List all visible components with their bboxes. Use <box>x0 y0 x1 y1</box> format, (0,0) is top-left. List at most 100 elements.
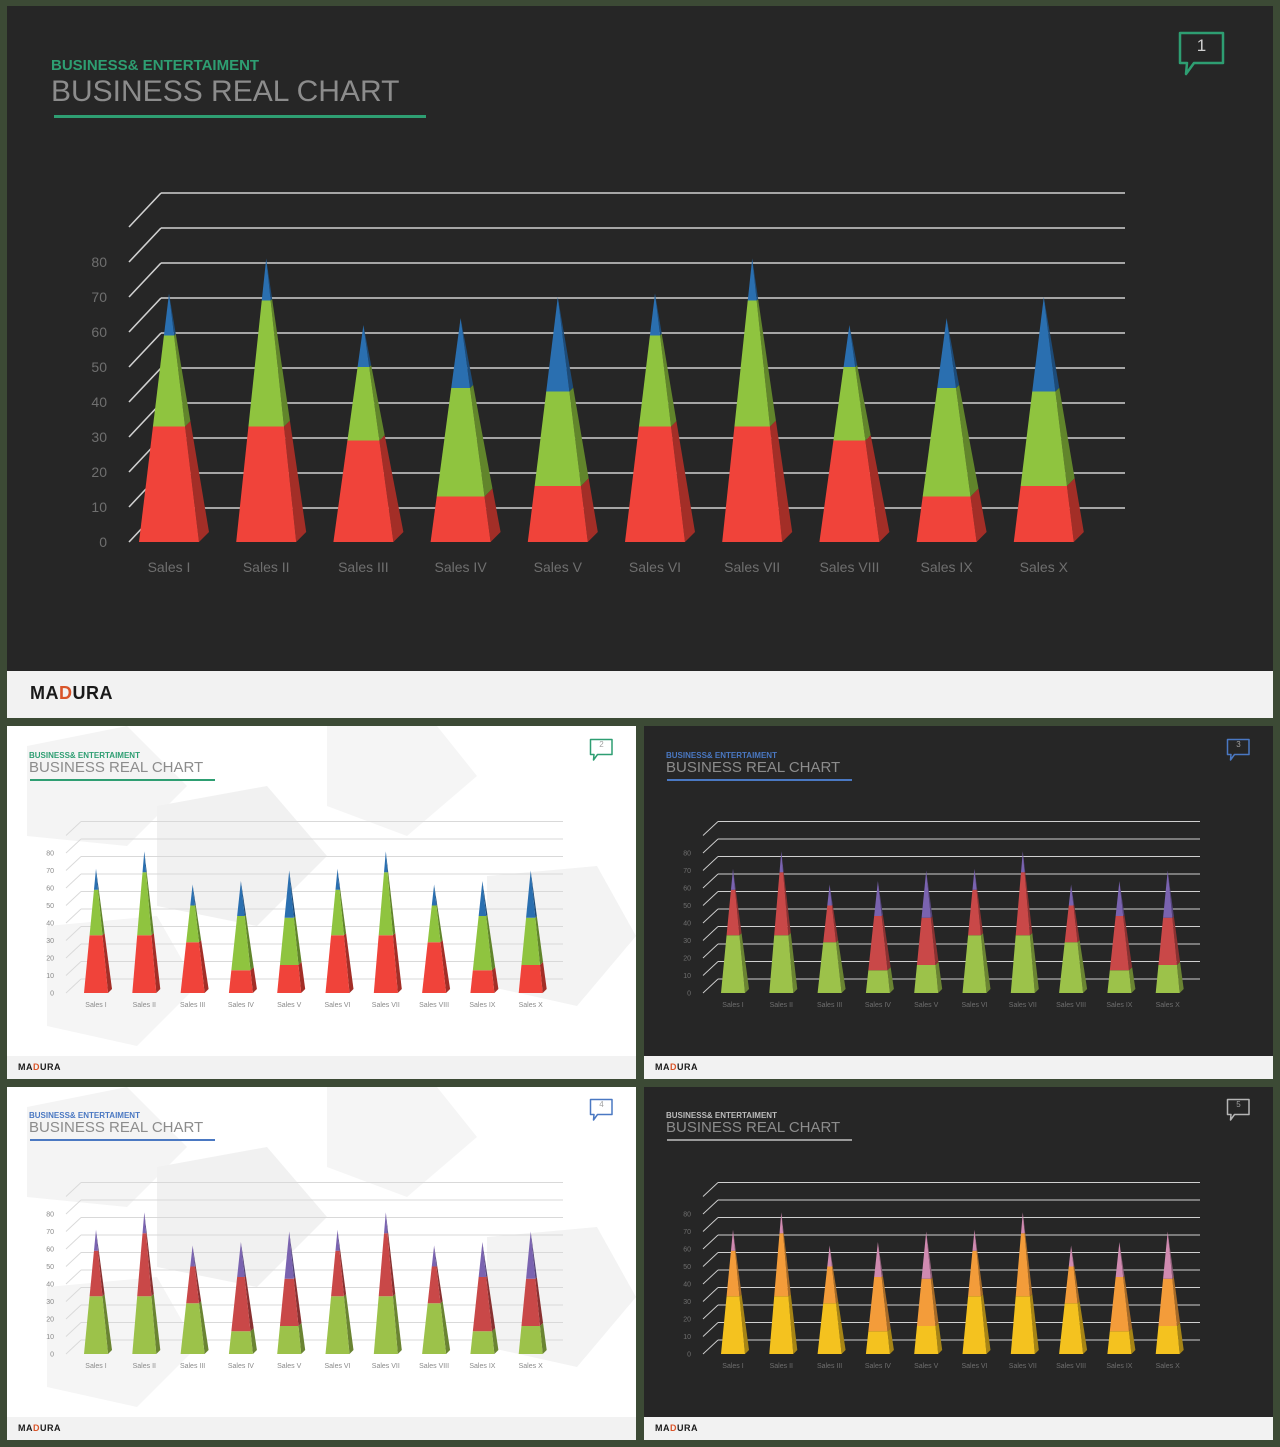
pyramid-bar <box>422 1245 451 1354</box>
pyramid-segment <box>1064 905 1078 943</box>
logo-part-3: URA <box>677 1062 698 1072</box>
pyramid-segment-side <box>491 967 499 993</box>
x-category-label: Sales IX <box>1106 1363 1132 1370</box>
logo-part-2: D <box>33 1423 40 1433</box>
gridline-depth <box>65 1217 82 1232</box>
pyramid-segment-side <box>955 384 979 497</box>
pyramid-segment <box>769 935 794 993</box>
pyramid-segment <box>335 868 340 890</box>
pyramid-segment <box>1155 965 1180 993</box>
gridline-depth <box>65 978 82 994</box>
pyramid-segment-side <box>392 1293 402 1354</box>
logo-part-3: URA <box>72 683 113 703</box>
pyramids <box>139 258 1084 542</box>
gridline-depth <box>65 891 82 906</box>
hexagon-background <box>27 726 636 1046</box>
pyramids <box>84 1212 547 1354</box>
gridline-depth <box>702 1287 719 1302</box>
pyramid-segment-side <box>1172 916 1181 965</box>
pyramid-segment-side <box>385 1212 389 1234</box>
pyramid-segment-side <box>935 1322 943 1354</box>
slide-title: BUSINESS REAL CHART <box>29 759 204 776</box>
x-category-label: Sales III <box>817 1002 842 1009</box>
pyramid-segment-side <box>363 325 372 367</box>
pyramid-segment <box>649 293 661 336</box>
pyramid-bar <box>236 258 307 542</box>
y-tick-label: 10 <box>91 499 107 515</box>
pyramid-segment <box>384 851 388 873</box>
pyramid-segment-side <box>1071 1245 1075 1267</box>
pyramid-segment <box>427 1266 441 1304</box>
pyramid-segment <box>921 1231 931 1279</box>
title-underline <box>30 779 215 781</box>
pyramid-segment <box>237 1242 245 1277</box>
pyramid-segment-side <box>829 884 833 906</box>
logo-part-3: URA <box>677 1423 698 1433</box>
y-tick-label: 50 <box>683 903 691 910</box>
pyramid-bar <box>180 884 209 993</box>
pyramid-segment <box>347 367 380 441</box>
pyramid-segment <box>142 1212 147 1234</box>
pyramid-segment-side <box>1024 871 1033 936</box>
pyramid-segment-side <box>339 1250 347 1297</box>
gridline-depth <box>702 908 719 924</box>
pyramid-segment <box>1109 916 1129 971</box>
pyramid-segment-side <box>849 325 858 367</box>
x-category-label: Sales II <box>770 1002 793 1009</box>
pyramid-segment <box>534 391 581 486</box>
pyramid-segment <box>248 300 284 427</box>
y-axis-labels: 0 10 20 30 40 50 60 70 80 <box>683 1211 691 1358</box>
y-tick-label: 60 <box>91 324 107 340</box>
pyramid-segment-side <box>539 961 547 993</box>
y-tick-label: 70 <box>91 289 107 305</box>
pyramid-segment-side <box>151 932 161 993</box>
x-category-label: Sales I <box>85 1002 106 1009</box>
pyramid-segment <box>427 905 441 943</box>
pyramid-segment <box>378 872 393 936</box>
x-category-label: Sales VIII <box>1056 1363 1086 1370</box>
pyramid-segment-side <box>877 1242 883 1277</box>
pyramid-segment-side <box>392 932 402 993</box>
pyramid-segment <box>1064 1266 1078 1304</box>
pyramid-segment-side <box>1167 870 1174 918</box>
pyramid-bar <box>1010 851 1039 993</box>
pyramid-bar <box>769 1212 798 1354</box>
x-category-label: Sales VIII <box>1056 1002 1086 1009</box>
brand-logo: MADURA <box>655 1062 698 1072</box>
pyramid-bar <box>865 881 894 993</box>
speech-bubble-icon <box>1178 31 1225 76</box>
pyramid-segment-side <box>192 884 196 906</box>
pyramid-bar <box>819 325 890 542</box>
slide-subtitle: BUSINESS& ENTERTAIMENT <box>51 57 260 74</box>
pyramid-bar <box>914 1231 943 1354</box>
pyramid-segment <box>333 440 394 542</box>
pyramid-segment <box>521 1278 540 1326</box>
slide-5: BUSINESS& ENTERTAIMENT BUSINESS REAL CHA… <box>644 1087 1273 1440</box>
y-tick-label: 40 <box>91 394 107 410</box>
y-tick-label: 60 <box>46 1246 54 1253</box>
pyramid-bar <box>1059 1245 1088 1354</box>
pyramids <box>721 851 1184 993</box>
y-tick-label: 0 <box>687 990 691 997</box>
pyramid-segment <box>726 889 740 936</box>
pyramid-segment <box>1020 391 1067 486</box>
x-category-label: Sales I <box>722 1363 743 1370</box>
pyramid-segment-side <box>434 884 438 906</box>
pyramid-segment <box>1010 935 1035 993</box>
pyramid-bar <box>132 851 161 993</box>
logo-part-2: D <box>670 1423 677 1433</box>
gridline-depth <box>702 961 719 976</box>
gridline-depth <box>702 926 719 941</box>
logo-part-3: URA <box>40 1423 61 1433</box>
logo-part-1: MA <box>655 1423 670 1433</box>
pyramid-segment <box>84 935 108 993</box>
pyramid-segment-side <box>580 478 598 542</box>
pyramid-segment-side <box>250 1328 257 1354</box>
x-axis-labels: Sales I Sales II Sales III Sales IV Sales V S… <box>722 1363 1180 1370</box>
pyramid-segment-side <box>660 333 677 427</box>
pyramid-chart: 0 10 20 30 40 50 60 70 80 Sales I Sales II Sales II… <box>91 192 1125 575</box>
gridline-depth <box>128 367 162 403</box>
pyramid-segment-side <box>185 421 209 542</box>
pyramid-segment <box>331 1250 344 1297</box>
pyramid-segment-side <box>244 914 254 971</box>
